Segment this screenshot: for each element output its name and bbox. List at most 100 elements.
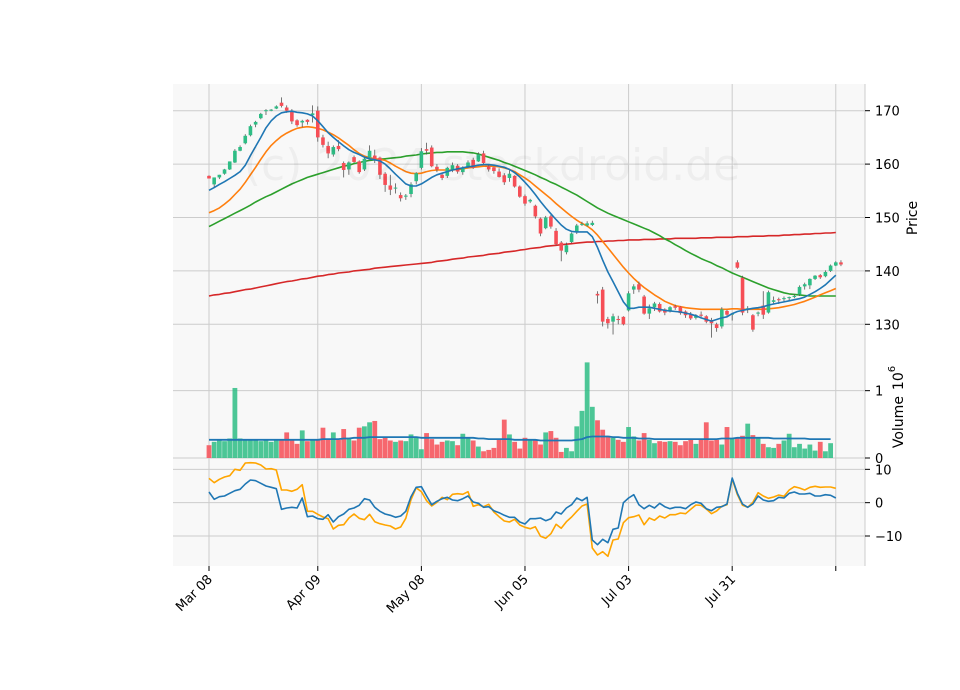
volume-bar <box>398 440 404 458</box>
candle-body <box>802 284 807 287</box>
volume-bar <box>589 406 595 458</box>
volume-bar <box>232 387 238 458</box>
candle-body <box>668 307 672 311</box>
candle-body <box>631 286 636 290</box>
volume-bar <box>683 441 688 458</box>
volume-bar <box>610 437 616 458</box>
candle-body <box>429 147 434 167</box>
volume-bar <box>703 422 709 458</box>
candle-body <box>678 306 683 314</box>
candle-body <box>559 242 564 251</box>
volume-tick-label: 1 <box>875 385 883 400</box>
volume-bar <box>802 448 808 458</box>
volume-bar <box>418 449 424 458</box>
volume-bar <box>543 432 549 458</box>
volume-bar <box>253 439 259 458</box>
volume-bar <box>346 437 352 458</box>
candle-body <box>274 106 279 109</box>
volume-bar <box>636 440 642 458</box>
candle-body <box>409 184 413 195</box>
candle-body <box>761 305 766 315</box>
candle-body <box>673 306 677 308</box>
candle-body <box>595 293 600 296</box>
candle-body <box>435 166 439 170</box>
candle-body <box>217 174 222 178</box>
candle-body <box>574 225 579 233</box>
volume-bar <box>434 444 440 458</box>
ma-fast-line <box>208 110 837 322</box>
candle-body <box>310 113 315 115</box>
volume-bar <box>786 433 792 458</box>
candle-body <box>543 217 548 229</box>
price-tick-label: 140 <box>875 265 900 280</box>
x-tick-label: May 08 <box>384 572 428 616</box>
x-tick-label: Jun 05 <box>492 572 532 612</box>
candle-body <box>580 223 584 225</box>
volume-bar <box>263 440 269 458</box>
volume-bar <box>760 443 766 458</box>
volume-bar <box>387 440 393 458</box>
volume-bar <box>771 447 777 458</box>
volume-bar <box>750 435 756 458</box>
candle-body <box>212 177 216 185</box>
volume-bar <box>403 441 409 458</box>
candle-body <box>466 162 470 167</box>
candle-body <box>259 113 263 119</box>
candle-body <box>823 271 828 277</box>
candle-body <box>735 262 740 268</box>
candle-body <box>585 223 589 226</box>
candle-body <box>569 233 574 243</box>
candle-body <box>756 312 760 314</box>
volume-bar <box>662 441 668 458</box>
volume-bar <box>351 440 357 458</box>
volume-bar <box>491 447 497 458</box>
volume-bar <box>776 443 782 458</box>
candle-body <box>782 298 786 300</box>
candle-body <box>326 145 330 154</box>
volume-bar <box>522 437 528 458</box>
volume-bar <box>569 451 574 458</box>
volume-bar <box>465 437 471 458</box>
candle-body <box>771 300 776 302</box>
price-tick-label: 130 <box>875 318 900 333</box>
volume-bar <box>698 439 704 458</box>
watermark: (c) 2024 stockdroid.de <box>244 140 740 191</box>
volume-bar <box>248 440 253 458</box>
x-tick-label: Apr 09 <box>283 572 324 613</box>
candle-body <box>652 303 657 308</box>
candle-body <box>528 199 532 202</box>
candle-body <box>305 119 310 122</box>
volume-bar <box>299 430 305 458</box>
oscillator-tick-label: 0 <box>875 497 883 512</box>
volume-axis-label: Volume 106 <box>887 366 907 448</box>
volume-bar <box>512 441 518 458</box>
candle-body <box>486 166 491 170</box>
x-tick-label: Jul 31 <box>702 572 739 609</box>
x-tick-label: Jul 03 <box>598 572 635 609</box>
volume-bar <box>475 446 481 458</box>
volume-bar <box>548 431 554 458</box>
volume-bar <box>532 440 538 458</box>
candle-body <box>714 324 719 329</box>
volume-bar <box>828 443 833 458</box>
candle-body <box>383 173 387 185</box>
volume-bar <box>626 427 631 458</box>
price-tick-label: 160 <box>875 158 900 173</box>
candle-body <box>378 157 382 175</box>
volume-bar <box>362 426 367 458</box>
volume-bar <box>424 433 429 458</box>
candle-body <box>740 277 745 313</box>
volume-bar <box>791 447 797 458</box>
candle-body <box>564 245 569 253</box>
volume-bar <box>714 439 720 458</box>
price-axis-label: Price <box>905 201 921 235</box>
volume-bar <box>336 439 341 458</box>
candle-body <box>450 165 455 171</box>
candle-body <box>404 195 408 197</box>
candle-body <box>481 153 486 164</box>
candle-body <box>507 173 512 178</box>
candle-body <box>362 158 367 170</box>
candle-body <box>222 169 227 174</box>
volume-bar <box>372 420 378 458</box>
volume-bar <box>284 432 290 458</box>
